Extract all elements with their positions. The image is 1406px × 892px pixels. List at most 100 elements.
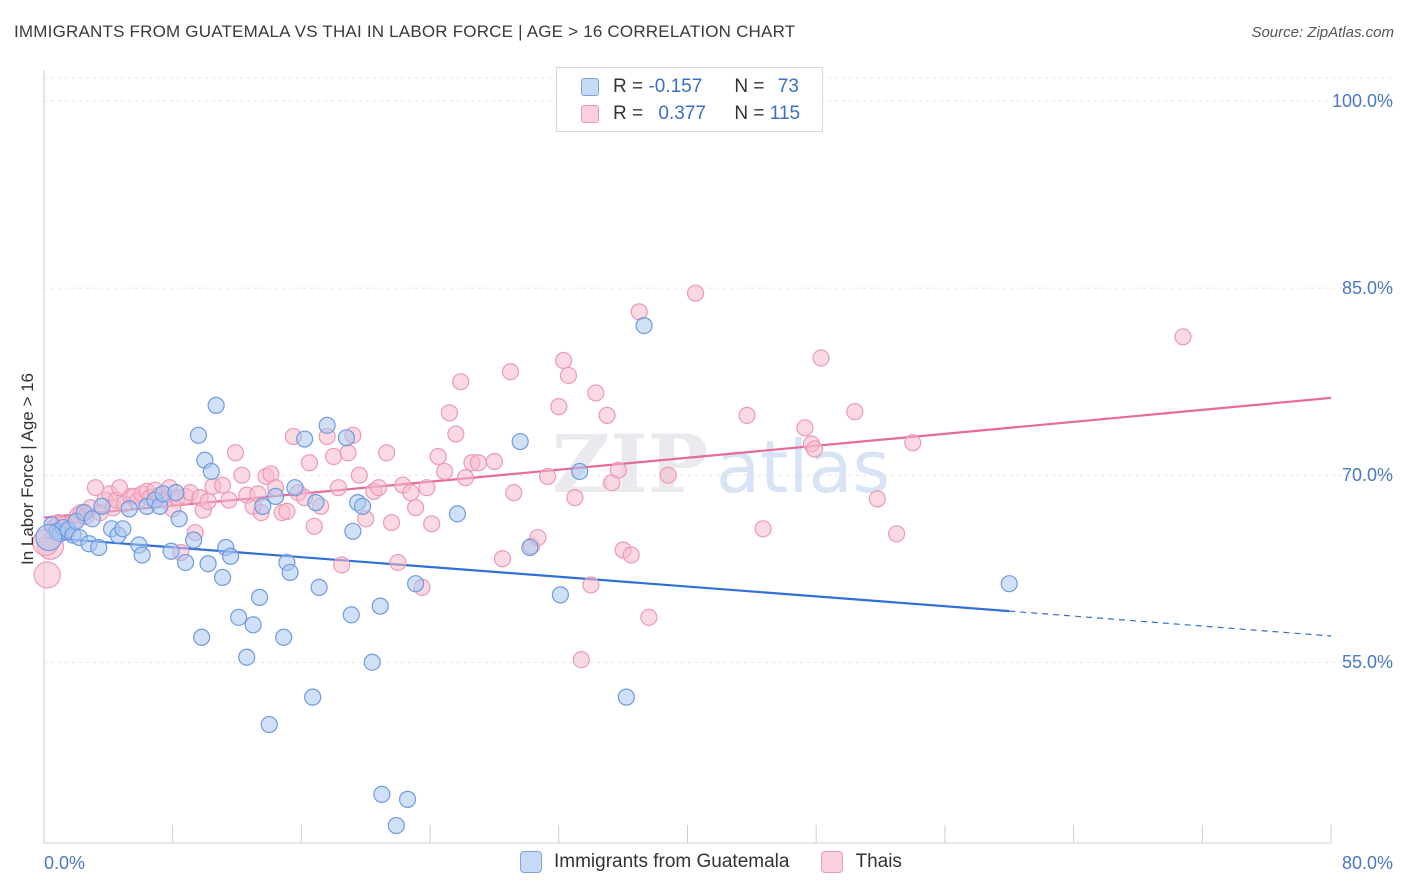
- data-point: [423, 515, 441, 533]
- data-point: [505, 484, 523, 502]
- data-point: [363, 653, 381, 671]
- data-point: [805, 440, 824, 458]
- watermark: ZIP atlas: [552, 417, 890, 511]
- data-point: [339, 444, 357, 462]
- data-point: [275, 628, 293, 646]
- data-point: [162, 542, 180, 560]
- data-point: [267, 487, 285, 505]
- y-tick-label: 55.0%: [1342, 652, 1393, 672]
- legend-r-value: -0.157: [648, 76, 703, 97]
- y-tick-label: 85.0%: [1342, 278, 1393, 298]
- data-point: [407, 499, 425, 517]
- chart-title: IMMIGRANTS FROM GUATEMALA VS THAI IN LAB…: [14, 22, 796, 41]
- data-point: [435, 462, 454, 481]
- legend-r-label: R =: [613, 103, 644, 124]
- trend-line-guatemala: [43, 536, 1010, 613]
- y-tick-label: 70.0%: [1342, 465, 1393, 485]
- legend-n-value: 115: [769, 103, 801, 124]
- data-point: [402, 484, 420, 502]
- data-point: [501, 363, 520, 381]
- data-point: [521, 538, 539, 557]
- data-point: [640, 608, 658, 626]
- legend-label-guatemala: Immigrants from Guatemala: [554, 851, 790, 872]
- data-point: [199, 492, 217, 510]
- data-point: [114, 520, 132, 538]
- data-point: [371, 597, 389, 615]
- data-point: [370, 479, 388, 497]
- data-point: [33, 561, 61, 589]
- data-point: [407, 575, 425, 593]
- data-point: [170, 510, 188, 528]
- data-point: [222, 547, 240, 565]
- data-point: [220, 491, 238, 509]
- data-point: [213, 568, 232, 587]
- data-point: [286, 479, 304, 497]
- data-point: [337, 429, 356, 447]
- data-point: [353, 497, 372, 515]
- legend-r-value: 0.377: [658, 103, 706, 124]
- data-point: [418, 479, 436, 497]
- data-point: [571, 462, 589, 481]
- data-point: [193, 628, 211, 646]
- data-point: [551, 586, 570, 604]
- data-point: [598, 406, 616, 424]
- legend-swatch-thais: [581, 105, 599, 123]
- data-point: [587, 384, 605, 402]
- data-point: [307, 494, 325, 512]
- data-point: [230, 608, 248, 626]
- data-point: [83, 510, 101, 528]
- data-point: [86, 479, 105, 497]
- data-point: [485, 452, 504, 471]
- legend-label-thais: Thais: [855, 851, 902, 872]
- data-point: [373, 785, 391, 803]
- data-point: [111, 479, 129, 497]
- trend-line-extension-guatemala: [1009, 610, 1332, 637]
- data-point: [207, 396, 225, 414]
- data-point: [378, 444, 396, 462]
- y-tick-label: 100.0%: [1332, 91, 1393, 111]
- legend-swatch-guatemala: [520, 851, 542, 873]
- data-point: [213, 476, 232, 494]
- legend-item-thais: Thais: [821, 851, 902, 873]
- data-point: [333, 556, 351, 574]
- y-tick-labels: 100.0% 85.0% 70.0% 55.0%: [1332, 91, 1393, 672]
- data-point: [582, 576, 600, 594]
- data-point: [278, 502, 296, 520]
- data-point: [398, 790, 417, 808]
- data-point: [559, 366, 578, 385]
- data-point: [300, 454, 319, 472]
- data-point: [456, 469, 475, 487]
- data-point: [550, 398, 568, 416]
- data-point: [1174, 328, 1192, 346]
- data-point: [342, 606, 360, 624]
- data-point: [448, 505, 467, 523]
- data-point: [176, 553, 195, 572]
- data-point: [281, 563, 299, 582]
- series-guatemala: [35, 316, 1018, 835]
- data-point: [93, 497, 111, 515]
- data-point: [199, 555, 217, 573]
- watermark-atlas: atlas: [716, 425, 890, 509]
- legend-row-guatemala: R = -0.157 N = 73: [581, 74, 799, 100]
- data-point: [754, 520, 772, 538]
- data-point: [35, 523, 63, 552]
- x-tick-labels: 0.0% 80.0%: [44, 853, 1393, 873]
- y-axis-label: In Labor Force | Age > 16: [18, 372, 37, 565]
- data-point: [233, 466, 251, 484]
- legend-n-label: N =: [734, 103, 765, 124]
- legend-item-guatemala: Immigrants from Guatemala: [520, 851, 789, 873]
- legend-swatch-thais: [821, 851, 844, 873]
- data-point: [226, 444, 245, 462]
- legend-n-label: N =: [734, 76, 765, 97]
- data-point: [329, 479, 348, 497]
- data-point: [635, 316, 653, 335]
- data-point: [538, 467, 557, 486]
- data-point: [572, 651, 590, 669]
- data-points: [32, 284, 1192, 835]
- series-legend: Immigrants from Guatemala Thais: [520, 851, 934, 873]
- data-point: [566, 489, 584, 507]
- data-point: [202, 462, 220, 481]
- data-point: [324, 447, 343, 466]
- data-point: [382, 513, 401, 532]
- data-point: [244, 616, 262, 634]
